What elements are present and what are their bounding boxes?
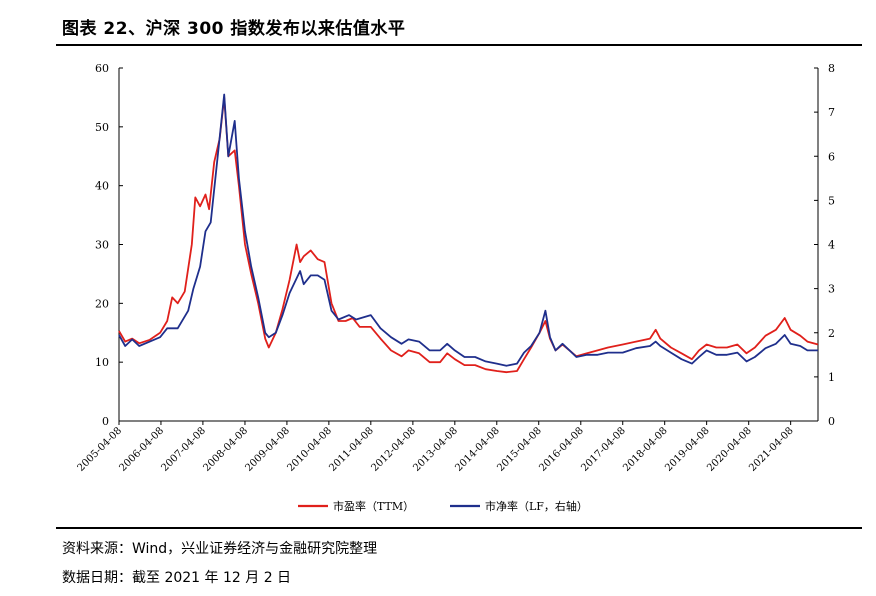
right-y-tick-label: 3	[828, 283, 835, 296]
right-y-ticks: 0 1 2 3 4 5 6 7 8	[814, 62, 835, 428]
right-y-tick-label: 0	[828, 415, 835, 428]
series-layer	[118, 93, 819, 374]
pb-lf-line	[118, 93, 818, 367]
left-y-tick-label: 30	[95, 239, 109, 252]
right-y-tick-label: 8	[828, 62, 835, 75]
left-y-ticks: 0 10 20 30 40 50 60	[95, 62, 123, 428]
right-y-tick-label: 2	[828, 327, 835, 340]
source-note: 资料来源：Wind，兴业证券经济与金融研究院整理	[62, 541, 378, 557]
pe-ttm-line	[118, 96, 819, 374]
right-y-tick-label: 4	[828, 239, 835, 252]
figure-title: 图表 22、沪深 300 指数发布以来估值水平	[62, 19, 406, 39]
bottom-rule	[56, 527, 862, 529]
legend-label-pe: 市盈率（TTM）	[333, 499, 414, 513]
left-y-tick-label: 60	[95, 62, 109, 75]
date-note: 数据日期：截至 2021 年 12 月 2 日	[62, 570, 292, 586]
top-rule	[56, 44, 862, 46]
right-y-tick-label: 7	[828, 106, 835, 119]
right-y-tick-label: 6	[828, 150, 835, 163]
left-y-tick-label: 20	[95, 297, 109, 310]
right-y-tick-label: 5	[828, 194, 835, 207]
left-y-tick-label: 10	[95, 356, 109, 369]
x-ticks: 2005-04-082006-04-082007-04-082008-04-08…	[76, 421, 796, 474]
right-y-tick-label: 1	[828, 371, 835, 384]
legend-label-pb: 市净率（LF，右轴）	[485, 499, 588, 513]
x-tick-label: 2021-04-08	[747, 425, 796, 474]
valuation-chart: 0 10 20 30 40 50 60 0 1 2 3 4 5 6 7 8 2005-04-082006-0…	[76, 62, 835, 513]
legend: 市盈率（TTM） 市净率（LF，右轴）	[298, 499, 588, 513]
left-y-tick-label: 50	[95, 121, 109, 134]
left-y-tick-label: 0	[102, 415, 109, 428]
left-y-tick-label: 40	[95, 180, 109, 193]
